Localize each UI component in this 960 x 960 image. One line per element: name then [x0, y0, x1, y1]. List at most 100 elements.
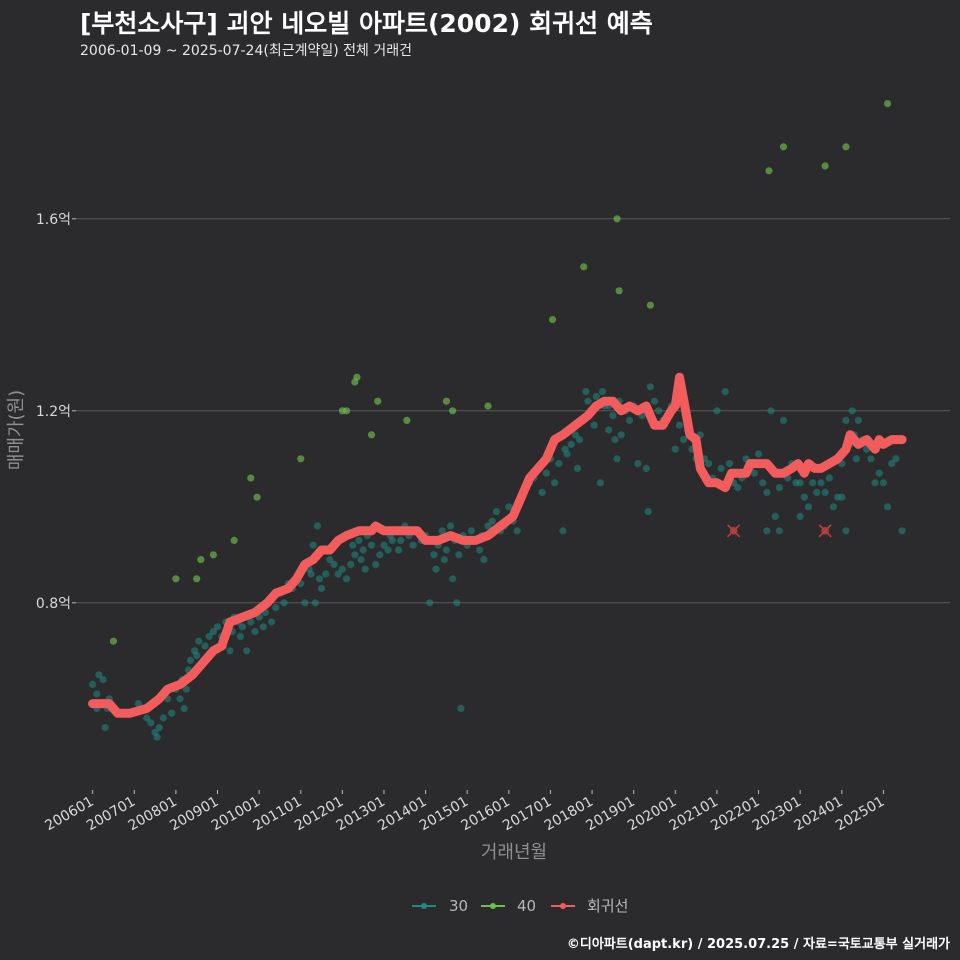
series-30-point-150 — [596, 479, 605, 487]
series-30-point-25 — [182, 685, 190, 693]
series-30-point-69 — [322, 570, 330, 578]
page-subtitle: 2006-01-09 ~ 2025-07-24(최근계약일) 전체 거래건 — [80, 43, 412, 59]
series-30-point-66 — [313, 522, 321, 530]
series-30-point-75 — [347, 560, 355, 569]
series-30-point-203 — [804, 503, 813, 511]
series-30-point-216 — [852, 455, 860, 463]
series-30-point-126 — [513, 527, 521, 535]
series-30-point-87 — [384, 546, 392, 554]
series-30-point-148 — [590, 421, 598, 429]
series-30-point-145 — [582, 388, 590, 396]
series-30-point-47 — [247, 618, 255, 626]
series-40-point-22 — [615, 287, 623, 295]
series-30-point-18 — [159, 714, 167, 722]
series-30-point-221 — [871, 479, 879, 487]
series-30-point-146 — [584, 397, 592, 405]
series-30-point-228 — [763, 527, 771, 535]
series-30-point-153 — [605, 426, 613, 434]
series-40-points — [109, 100, 892, 645]
series-40-point-12 — [353, 373, 361, 381]
series-30-point-54 — [272, 604, 280, 612]
series-30-point-22 — [176, 695, 184, 703]
series-30-point-84 — [372, 560, 380, 569]
series-30-point-61 — [301, 599, 309, 607]
series-30-point-195 — [771, 512, 779, 521]
series-40-point-28 — [883, 100, 892, 108]
series-40-point-2 — [193, 575, 201, 583]
series-30-point-139 — [563, 450, 571, 458]
series-30-point-120 — [488, 517, 496, 525]
series-30-point-212 — [842, 416, 850, 424]
series-30-point-46 — [243, 647, 251, 655]
series-30-point-103 — [438, 527, 446, 535]
series-30-point-201 — [796, 512, 804, 521]
y-tick-label-1: 1.2억 — [36, 404, 71, 420]
series-30-point-5 — [101, 724, 109, 732]
series-30-point-73 — [338, 565, 346, 573]
series-30-point-114 — [467, 527, 475, 535]
series-30-points — [89, 383, 906, 741]
legend-item-regression: 회귀선 — [551, 897, 628, 915]
series-30-point-167 — [655, 407, 663, 415]
series-30-point-156 — [613, 455, 621, 463]
series-40-point-4 — [209, 551, 217, 559]
series-40-point-3 — [197, 556, 205, 564]
series-30-point-44 — [236, 632, 244, 641]
series-30-point-186 — [734, 484, 742, 492]
series-40-point-20 — [580, 263, 588, 271]
series-30-point-68 — [317, 584, 326, 593]
y-axis-title: 매매가(원) — [6, 390, 27, 470]
y-tick-label-0: 0.8억 — [36, 596, 71, 612]
series-30-point-36 — [213, 623, 222, 631]
series-30-point-13 — [143, 714, 151, 722]
series-30-point-207 — [821, 488, 829, 496]
series-30-point-237 — [838, 493, 846, 501]
series-30-point-85 — [376, 551, 384, 559]
x-axis-title: 거래년월 — [481, 842, 547, 863]
series-40-point-7 — [253, 493, 261, 501]
series-30-point-191 — [754, 450, 763, 458]
series-30-point-135 — [551, 479, 559, 487]
series-30-point-86 — [380, 541, 388, 549]
series-30-point-181 — [713, 407, 721, 415]
series-40-point-25 — [779, 143, 788, 151]
series-30-point-111 — [457, 704, 465, 713]
series-30-point-27 — [186, 656, 195, 665]
series-30-point-118 — [480, 556, 488, 564]
series-30-point-202 — [800, 493, 808, 501]
legend-label-30: 30 — [449, 897, 468, 915]
series-30-point-92 — [397, 536, 405, 545]
cancelled-marker-1 — [818, 524, 832, 538]
series-30-point-151 — [598, 388, 607, 396]
series-30-point-235 — [796, 479, 804, 487]
series-30-point-17 — [155, 724, 163, 732]
series-30-point-104 — [440, 556, 448, 564]
series-30-point-24 — [180, 704, 188, 713]
series-30-point-31 — [195, 637, 203, 645]
series-30-point-40 — [226, 647, 234, 655]
series-40-point-0 — [109, 637, 118, 645]
series-30-point-124 — [505, 503, 513, 511]
series-30-point-190 — [750, 469, 758, 477]
series-30-point-2 — [95, 671, 103, 679]
legend-item-40: 40 — [481, 897, 536, 915]
series-40-point-10 — [342, 407, 351, 415]
series-30-point-229 — [775, 527, 783, 535]
series-30-point-140 — [567, 440, 575, 448]
series-30-point-143 — [575, 436, 584, 444]
series-30-point-208 — [825, 474, 833, 482]
series-30-point-83 — [367, 541, 376, 549]
series-30-point-79 — [357, 556, 365, 564]
regression-line — [88, 372, 907, 718]
series-30-point-227 — [898, 527, 906, 535]
series-30-point-158 — [617, 431, 625, 439]
series-30-point-45 — [238, 623, 247, 631]
y-tick-label-2: 1.6억 — [36, 212, 71, 228]
series-30-point-136 — [555, 460, 563, 468]
series-30-point-233 — [644, 508, 652, 516]
series-30-point-30 — [193, 652, 201, 660]
series-40-point-23 — [646, 301, 654, 309]
series-30-point-116 — [476, 546, 484, 554]
series-30-point-81 — [361, 565, 369, 573]
series-30-point-182 — [717, 464, 725, 472]
